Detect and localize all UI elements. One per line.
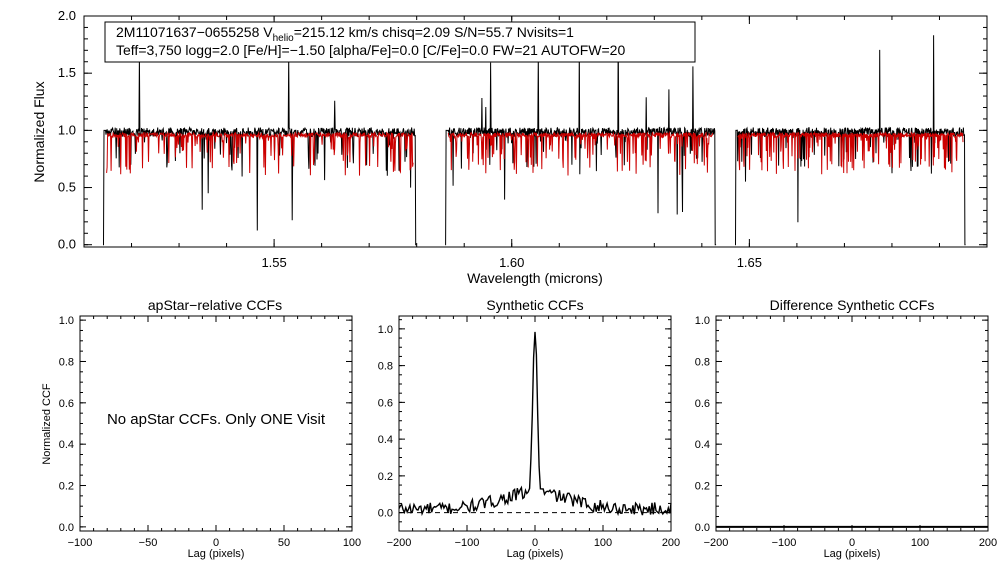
y-tick-label: 0.0 (695, 522, 710, 534)
synthetic-ccf-line (398, 331, 672, 517)
y-tick-label: 0.2 (695, 481, 710, 493)
x-tick-label: 50 (278, 537, 290, 549)
x-tick-label: 200 (662, 537, 680, 549)
y-tick-label: 0.6 (695, 398, 710, 410)
apstar-ccf-ticks: −100 −50 0 50 100 0.0 0.2 0.4 0.6 0.8 1.0 (59, 315, 361, 549)
x-tick-label: 1.60 (499, 255, 524, 270)
difference-ccf-axes-frame (715, 315, 989, 532)
y-tick-label: 0.5 (58, 180, 76, 195)
apstar-ccf-panel: apStar−relative CCFs −100 −50 0 50 100 0.0 0.2… (41, 297, 361, 560)
observed-spectrum-line (103, 56, 417, 246)
y-tick-label: 0.6 (59, 398, 74, 410)
y-tick-label: 0.2 (378, 471, 393, 483)
synthetic-ccf-panel: Synthetic CCFs −200 −100 0 100 200 0.0 0.2 0.4 0… (378, 297, 680, 560)
x-tick-label: 100 (594, 537, 612, 549)
x-tick-label: −100 (68, 537, 93, 549)
spectrum-x-axis-title: Wavelength (microns) (467, 270, 603, 286)
synthetic-ccf-data (398, 331, 672, 517)
y-tick-label: 0.6 (378, 397, 393, 409)
model-spectrum-line (106, 130, 414, 176)
info-line-2: Teff=3,750 logg=2.0 [Fe/H]=−1.50 [alpha/… (116, 42, 625, 58)
apstar-ccf-title: apStar−relative CCFs (148, 297, 282, 313)
y-tick-label: 1.0 (58, 122, 76, 137)
y-tick-label: 0.8 (59, 356, 74, 368)
y-tick-label: 1.0 (378, 324, 393, 336)
synthetic-ccf-ticks: −200 −100 0 100 200 0.0 0.2 0.4 0.6 0.8 1.0 (378, 316, 680, 549)
y-tick-label: 0.4 (378, 434, 393, 446)
no-ccf-notice: No apStar CCFs. Only ONE Visit (107, 411, 326, 428)
info-box-frame (104, 21, 696, 63)
difference-ccf-x-axis-title: Lag (pixels) (824, 548, 881, 560)
x-tick-label: −100 (772, 537, 797, 549)
y-tick-label: 2.0 (58, 8, 76, 23)
y-tick-label: 0.0 (58, 237, 76, 252)
spectrum-axes-frame (83, 15, 988, 248)
y-tick-label: 0.8 (378, 361, 393, 373)
y-tick-label: 1.0 (695, 315, 710, 327)
synthetic-ccf-title: Synthetic CCFs (486, 297, 583, 313)
model-spectrum-line (737, 130, 964, 175)
spectrum-data (103, 24, 966, 246)
info-box: 2M11071637−0655258 Vhelio=215.12 km/s ch… (104, 21, 696, 63)
y-tick-label: 0.4 (59, 439, 74, 451)
synthetic-ccf-x-axis-title: Lag (pixels) (507, 548, 564, 560)
y-tick-label: 1.0 (59, 315, 74, 327)
x-tick-label: −100 (455, 537, 480, 549)
difference-ccf-title: Difference Synthetic CCFs (770, 297, 935, 313)
y-tick-label: 0.2 (59, 481, 74, 493)
synthetic-ccf-axes-frame (398, 315, 672, 532)
y-tick-label: 0.0 (59, 522, 74, 534)
x-tick-label: −200 (387, 537, 412, 549)
spectrum-panel: 1.55 1.60 1.65 0.0 0.5 1.0 1.5 2.0 2M11071637−0… (31, 8, 988, 286)
x-tick-label: 200 (979, 537, 997, 549)
x-tick-label: −50 (139, 537, 158, 549)
spectrum-y-axis-title: Normalized Flux (31, 81, 47, 182)
x-tick-label: 100 (343, 537, 361, 549)
info-line-1: 2M11071637−0655258 Vhelio=215.12 km/s ch… (116, 24, 574, 44)
y-tick-label: 0.0 (378, 508, 393, 520)
x-tick-label: 0 (532, 537, 538, 549)
y-tick-label: 1.5 (58, 65, 76, 80)
x-tick-label: 0 (213, 537, 219, 549)
x-tick-label: 100 (911, 537, 929, 549)
y-tick-label: 0.4 (695, 439, 710, 451)
spectrum-ticks: 1.55 1.60 1.65 0.0 0.5 1.0 1.5 2.0 (58, 8, 988, 270)
y-tick-label: 0.8 (695, 356, 710, 368)
x-tick-label: 1.55 (261, 255, 286, 270)
x-tick-label: −200 (704, 537, 729, 549)
apstar-ccf-y-axis-title: Normalized CCF (41, 383, 53, 465)
apstar-ccf-x-axis-title: Lag (pixels) (188, 548, 245, 560)
x-tick-label: 1.65 (737, 255, 762, 270)
difference-ccf-panel: Difference Synthetic CCFs −200 −100 0 100 20… (695, 297, 997, 560)
observed-spectrum-line (735, 35, 966, 246)
model-spectrum-line (447, 130, 714, 176)
x-tick-label: 0 (849, 537, 855, 549)
difference-ccf-ticks: −200 −100 0 100 200 0.0 0.2 0.4 0.6 0.8 1.0 (695, 315, 997, 549)
